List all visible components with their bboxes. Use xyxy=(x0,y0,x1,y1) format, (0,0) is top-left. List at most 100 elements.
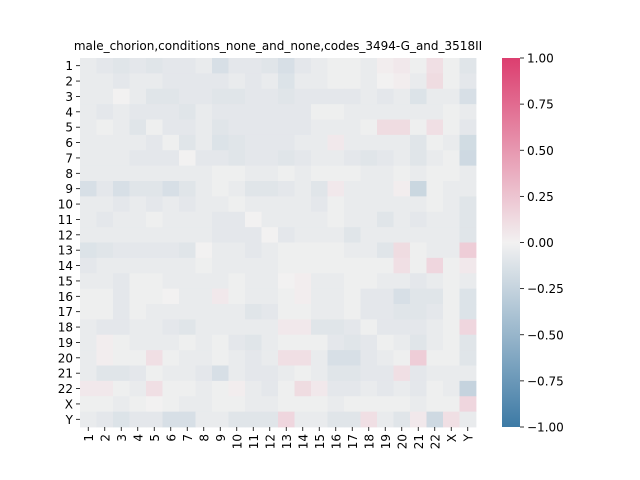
heatmap-cell-8-17 xyxy=(344,165,361,182)
heatmap-cell-14-6 xyxy=(162,257,180,274)
heatmap-cell-20-17 xyxy=(344,350,361,366)
heatmap-cell-13-7 xyxy=(179,242,196,259)
heatmap-cell-16-8 xyxy=(195,288,213,305)
heatmap-cell-21-2 xyxy=(96,365,114,382)
heatmap-cell-3-Y xyxy=(459,88,477,105)
heatmap-cell-18-18 xyxy=(360,319,378,336)
heatmap-cell-12-8 xyxy=(195,227,213,243)
heatmap-cell-10-13 xyxy=(278,196,295,213)
y-tick-label: 17 xyxy=(58,305,73,319)
heatmap-cell-21-15 xyxy=(311,365,328,382)
heatmap-cell-4-7 xyxy=(179,104,196,120)
heatmap-cell-4-20 xyxy=(393,104,411,120)
heatmap-cell-9-12 xyxy=(261,181,279,197)
heatmap-cell-13-22 xyxy=(426,242,444,259)
heatmap-cell-21-3 xyxy=(113,365,130,382)
heatmap-cell-6-14 xyxy=(294,134,312,151)
heatmap-cell-21-4 xyxy=(129,365,147,382)
heatmap-cell-14-18 xyxy=(360,257,378,274)
heatmap-cell-6-12 xyxy=(261,134,279,151)
heatmap-cell-15-18 xyxy=(360,273,378,290)
heatmap-cell-15-17 xyxy=(344,273,361,290)
heatmap-cell-19-22 xyxy=(426,334,444,351)
heatmap-cell-11-4 xyxy=(129,211,147,228)
heatmap-cell-18-21 xyxy=(410,319,427,336)
heatmap-cell-18-9 xyxy=(212,319,229,336)
heatmap-cell-14-3 xyxy=(113,257,130,274)
colorbar-ticks: 1.00 0.75 0.50 0.25 0.00 −0.25 −0.50 −0.75 −1.00 xyxy=(520,52,564,435)
heatmap-cell-16-X xyxy=(443,288,460,305)
x-tick-label: 6 xyxy=(164,434,178,442)
heatmap-cell-20-X xyxy=(443,350,460,366)
heatmap-cell-Y-19 xyxy=(377,411,394,428)
x-tick-label: 14 xyxy=(296,434,310,449)
heatmap-cell-14-5 xyxy=(146,257,163,274)
heatmap-cell-Y-16 xyxy=(327,411,345,428)
heatmap-cell-Y-3 xyxy=(113,411,130,428)
heatmap-cell-16-2 xyxy=(96,288,114,305)
heatmap-cell-3-1 xyxy=(80,88,97,105)
heatmap-cell-7-12 xyxy=(261,150,279,167)
heatmap-cell-10-6 xyxy=(162,196,180,213)
heatmap-cell-1-13 xyxy=(278,58,295,74)
heatmap-cell-16-14 xyxy=(294,288,312,305)
heatmap-cell-6-17 xyxy=(344,134,361,151)
heatmap-cell-7-10 xyxy=(228,150,246,167)
heatmap-cell-2-19 xyxy=(377,73,394,90)
heatmap-cell-5-Y xyxy=(459,119,477,136)
heatmap-cell-5-12 xyxy=(261,119,279,136)
heatmap-cell-16-13 xyxy=(278,288,295,305)
heatmap-cell-12-19 xyxy=(377,227,394,243)
heatmap-cell-5-17 xyxy=(344,119,361,136)
heatmap-cell-3-16 xyxy=(327,88,345,105)
heatmap-cell-13-X xyxy=(443,242,460,259)
heatmap-cell-4-12 xyxy=(261,104,279,120)
x-tick-label: 16 xyxy=(329,434,343,449)
heatmap-cell-6-4 xyxy=(129,134,147,151)
heatmap-cell-17-18 xyxy=(360,304,378,320)
heatmap-cell-6-21 xyxy=(410,134,427,151)
y-tick-label: 15 xyxy=(58,274,73,288)
heatmap-cell-2-20 xyxy=(393,73,411,90)
heatmap-cell-12-21 xyxy=(410,227,427,243)
x-tick-label: 18 xyxy=(362,434,376,449)
y-tick-label: Y xyxy=(65,413,74,427)
heatmap-cell-X-11 xyxy=(245,396,262,413)
heatmap-cell-1-14 xyxy=(294,58,312,74)
heatmap-cell-17-9 xyxy=(212,304,229,320)
heatmap-cell-18-15 xyxy=(311,319,328,336)
heatmap-cell-9-21 xyxy=(410,181,427,197)
x-tick-label: 9 xyxy=(214,434,228,442)
heatmap-cell-18-X xyxy=(443,319,460,336)
heatmap-cell-19-16 xyxy=(327,334,345,351)
heatmap-cell-5-6 xyxy=(162,119,180,136)
heatmap-cell-4-4 xyxy=(129,104,147,120)
heatmap-cell-21-6 xyxy=(162,365,180,382)
heatmap-cell-Y-10 xyxy=(228,411,246,428)
heatmap-cell-5-4 xyxy=(129,119,147,136)
heatmap-cell-18-19 xyxy=(377,319,394,336)
heatmap-cell-X-18 xyxy=(360,396,378,413)
heatmap-cell-2-21 xyxy=(410,73,427,90)
heatmap-cell-12-3 xyxy=(113,227,130,243)
heatmap-cell-13-14 xyxy=(294,242,312,259)
heatmap-cell-2-16 xyxy=(327,73,345,90)
heatmap-cell-17-14 xyxy=(294,304,312,320)
heatmap-cell-20-12 xyxy=(261,350,279,366)
heatmap-cell-11-15 xyxy=(311,211,328,228)
heatmap-cell-17-21 xyxy=(410,304,427,320)
heatmap-cell-10-15 xyxy=(311,196,328,213)
heatmap-cell-16-6 xyxy=(162,288,180,305)
heatmap-cell-6-X xyxy=(443,134,460,151)
heatmap-cell-6-7 xyxy=(179,134,196,151)
heatmap-cell-9-18 xyxy=(360,181,378,197)
heatmap-cell-5-9 xyxy=(212,119,229,136)
heatmap-cell-7-14 xyxy=(294,150,312,167)
heatmap-cell-17-6 xyxy=(162,304,180,320)
heatmap-cell-11-10 xyxy=(228,211,246,228)
heatmap-cell-3-8 xyxy=(195,88,213,105)
heatmap-cell-Y-Y xyxy=(459,411,477,428)
heatmap-cell-4-8 xyxy=(195,104,213,120)
heatmap-cell-17-10 xyxy=(228,304,246,320)
heatmap-cell-19-6 xyxy=(162,334,180,351)
